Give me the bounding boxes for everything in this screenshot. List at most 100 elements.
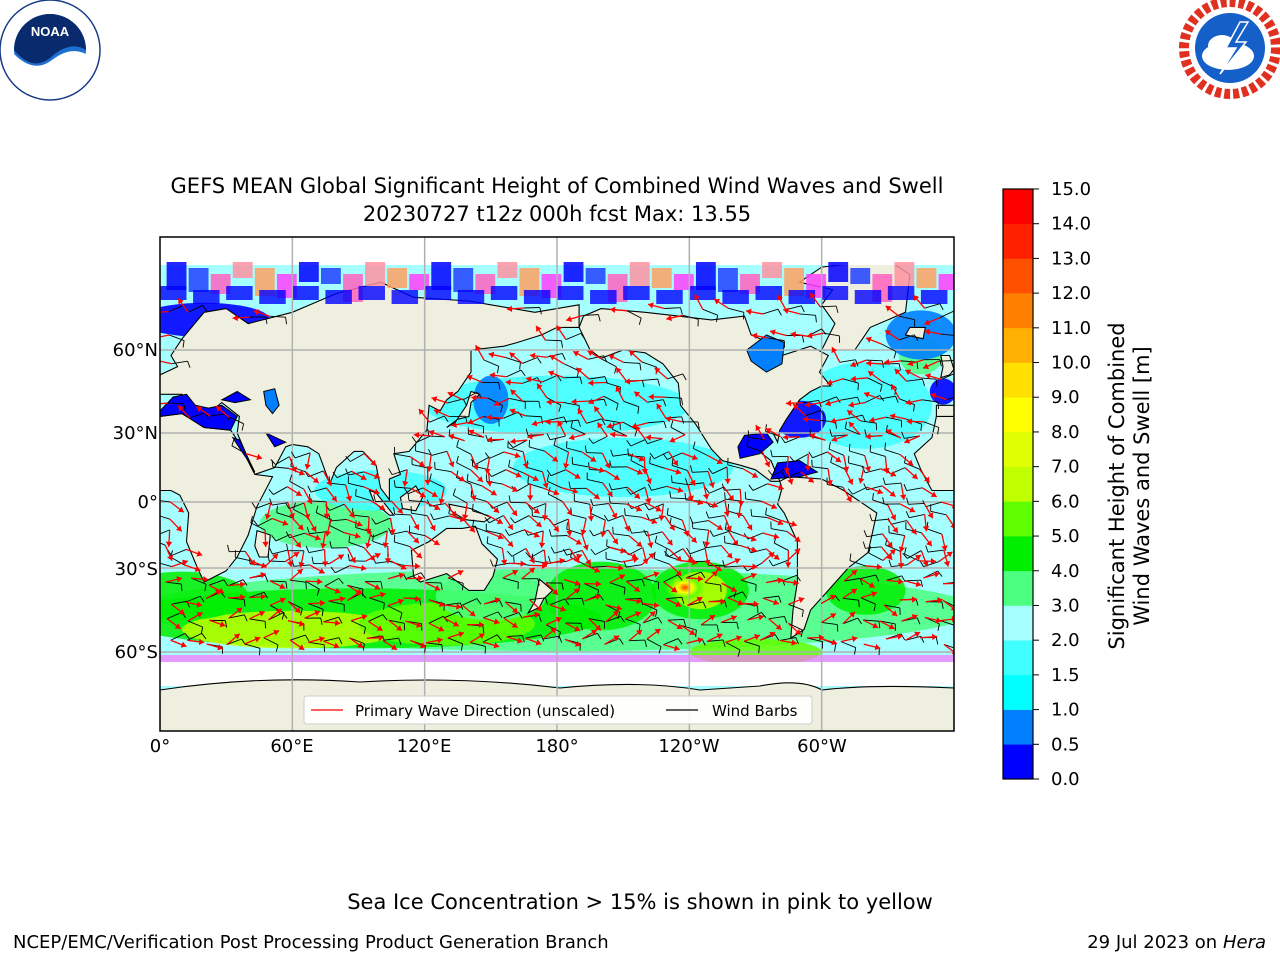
wave-arrow-246	[169, 518, 183, 532]
wave-arrow-98	[792, 403, 807, 417]
wave-arrow-2	[232, 314, 250, 322]
wave-arrow-43	[922, 360, 939, 370]
colorbar-label-line2: Wind Waves and Swell [m]	[1130, 346, 1154, 626]
wind-barb-70	[623, 400, 640, 414]
wave-arrow-159	[351, 470, 367, 481]
wave-arrow-162	[424, 467, 431, 485]
wind-barb-13	[799, 313, 817, 323]
wave-arrow-388	[609, 574, 626, 584]
wind-barb-41	[900, 360, 919, 370]
wind-barb-467	[642, 617, 663, 624]
wave-arrow-107	[448, 433, 465, 442]
wave-arrow-270	[723, 515, 732, 532]
wave-arrow-470	[700, 614, 716, 626]
wave-arrow-60	[160, 402, 168, 405]
wind-barb-381	[425, 582, 443, 590]
colorbar-tick-5: 3.0	[1051, 595, 1080, 616]
lat-tick-30n: 30°N	[113, 423, 158, 444]
wave-arrow-50	[588, 379, 606, 387]
wave-max-hotspot	[664, 573, 705, 602]
wave-arrow-343	[329, 554, 345, 565]
wave-arrow-276	[922, 514, 930, 532]
wave-arrow-488	[289, 639, 305, 651]
wave-arrow-378	[364, 581, 381, 590]
wave-arrow-390	[643, 571, 660, 579]
wave-arrow-328	[704, 548, 711, 566]
wave-arrow-398	[843, 569, 858, 582]
wave-arrow-306	[920, 532, 933, 547]
wind-barb-310	[227, 544, 246, 553]
arctic-blue-13	[590, 290, 617, 304]
wave-arrow-277	[945, 514, 954, 529]
wind-barb-410	[287, 600, 303, 616]
ice-cell-21	[629, 262, 650, 286]
wind-barb-511	[743, 640, 760, 654]
wave-arrow-382	[447, 570, 464, 579]
wave-arrow-94	[606, 421, 624, 429]
wind-barb-114	[588, 435, 608, 444]
wave-arrow-340	[265, 553, 279, 567]
wave-arrow-396	[766, 577, 784, 584]
wind-barb-237	[669, 490, 687, 500]
wave-arrow-441	[925, 597, 943, 604]
wave-arrow-55	[850, 375, 868, 383]
wind-barb-278	[160, 529, 170, 535]
wave-arrow-392	[686, 575, 704, 582]
wave-arrow-247	[272, 517, 289, 526]
wave-arrow-21	[751, 332, 769, 340]
wave-arrow-427	[624, 597, 642, 605]
wave-arrow-263	[580, 518, 587, 536]
wave-arrow-232	[587, 504, 595, 522]
ice-cell-1	[188, 268, 209, 292]
wave-arrow-131	[363, 453, 377, 467]
wave-arrow-165	[486, 469, 493, 487]
wave-arrow-434	[762, 597, 780, 606]
wave-arrow-217	[264, 502, 272, 520]
wind-barb-40	[883, 363, 902, 371]
wave-arrow-302	[762, 532, 780, 540]
wind-barb-149	[770, 449, 789, 458]
wind-barb-115	[612, 422, 628, 437]
wave-arrow-497	[469, 633, 485, 643]
wave-arrow-511	[743, 634, 761, 642]
colorbar-tick-13: 11.0	[1051, 318, 1091, 339]
wave-arrow-371	[228, 581, 246, 588]
wind-barb-273	[765, 507, 781, 521]
wave-arrow-500	[525, 637, 542, 646]
ice-cell-28	[784, 268, 805, 296]
wave-arrow-62	[447, 391, 464, 401]
wave-arrow-25	[865, 336, 883, 345]
wind-barb-53	[667, 373, 687, 381]
wave-arrow-298	[684, 529, 698, 544]
wave-arrow-38	[831, 346, 841, 363]
wind-barb-422	[529, 597, 549, 605]
wind-barb-73	[802, 399, 822, 408]
wave-arrow-350	[548, 557, 566, 565]
wind-barb-259	[484, 515, 504, 524]
wave-arrow-123	[831, 434, 848, 442]
wave-arrow-106	[428, 429, 446, 438]
wind-barb-311	[268, 547, 289, 555]
wind-barb-398	[844, 577, 863, 586]
wave-arrow-386	[564, 578, 581, 587]
wind-barb-203	[608, 483, 628, 491]
wave-arrow-460	[503, 617, 519, 629]
wave-arrow-179	[786, 467, 794, 485]
wave-arrow-400	[886, 578, 904, 585]
wind-barb-297	[643, 529, 663, 537]
wind-barb-48	[564, 376, 583, 385]
wave-arrow-405	[185, 601, 203, 608]
wave-arrow-115	[609, 431, 628, 438]
wind-barb-516	[840, 641, 857, 655]
wind-barb-389	[626, 578, 645, 587]
wave-arrow-336	[943, 549, 951, 567]
wave-arrow-84	[418, 408, 431, 423]
wind-barb-156	[271, 459, 289, 469]
ice-cell-24	[695, 262, 716, 290]
wave-arrow-144	[641, 457, 649, 475]
wave-arrow-132	[410, 456, 425, 467]
wind-barb-5	[582, 314, 601, 322]
wave-arrow-465	[605, 610, 620, 623]
wave-arrow-119	[755, 424, 766, 441]
wind-barb-92	[586, 418, 606, 426]
